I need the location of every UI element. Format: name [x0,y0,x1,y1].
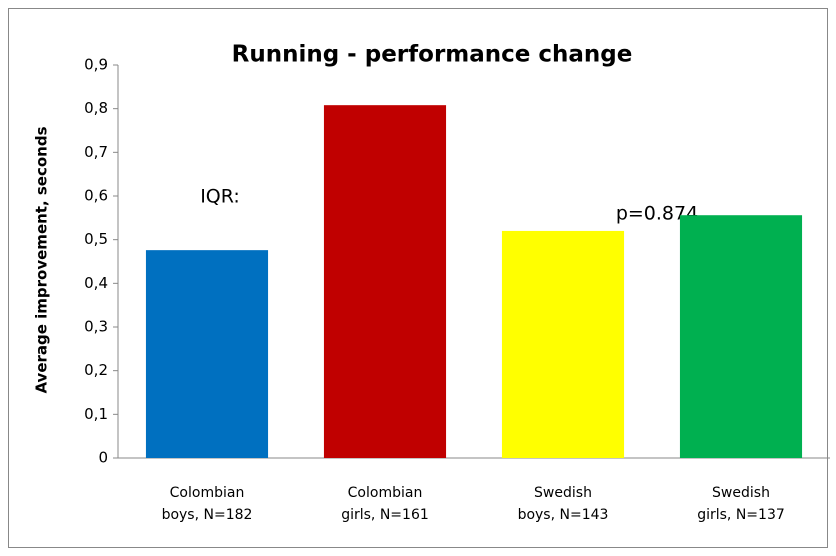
annotation: p=0.874 [616,203,698,225]
y-tick-label: 0,6 [84,187,108,205]
y-tick-label: 0,9 [84,56,108,74]
x-tick-label: Colombian boys, N=182 [161,485,253,523]
y-tick-label: 0,1 [84,405,108,423]
bar [501,230,625,458]
y-tick-label: 0,5 [84,230,108,248]
bar [145,250,269,458]
y-tick-label: 0,7 [84,143,108,161]
chart-title: Running - performance change [232,42,633,68]
x-tick-label: Swedish girls, N=137 [697,485,785,523]
y-axis-label: Average improvement, seconds [33,126,51,393]
annotation: IQR: [200,186,240,208]
y-tick-label: 0,2 [84,361,108,379]
y-tick-label: 0,3 [84,318,108,336]
x-tick-label: Swedish boys, N=143 [517,485,609,523]
y-tick-label: 0 [98,449,108,467]
y-tick-label: 0,4 [84,274,108,292]
bar [323,105,447,458]
y-tick-label: 0,8 [84,99,108,117]
bar [679,215,803,458]
x-tick-label: Colombian girls, N=161 [341,485,429,523]
